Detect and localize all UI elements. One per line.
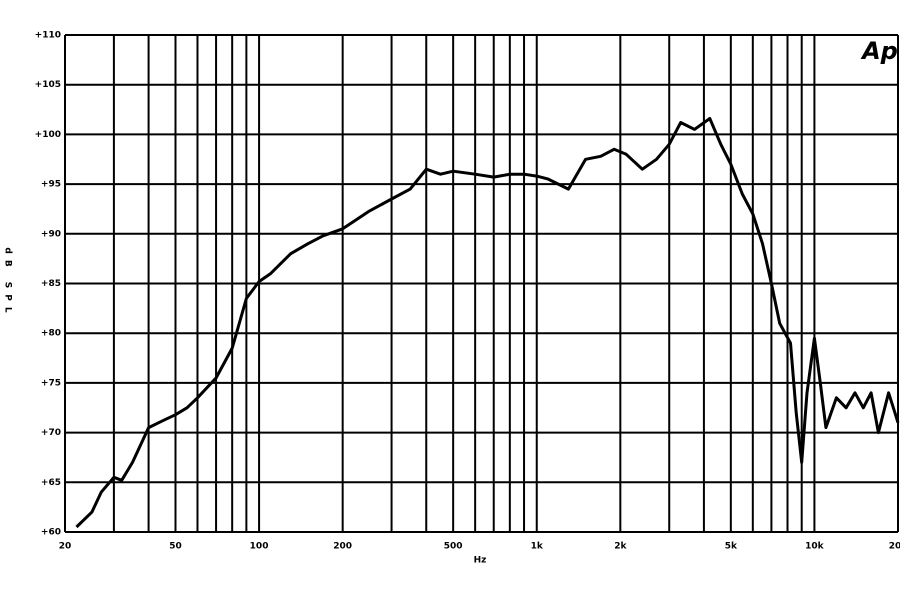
x-tick-label: 200 <box>333 542 352 552</box>
x-tick-label: 100 <box>250 542 269 552</box>
y-tick-label: +100 <box>35 130 61 140</box>
logo: Ap <box>860 37 898 65</box>
y-tick-label: +85 <box>41 279 61 289</box>
y-tick-label: +105 <box>35 80 61 90</box>
x-tick-label: 10k <box>805 542 825 552</box>
y-axis-label: dB SPL <box>3 247 13 318</box>
y-tick-label: +90 <box>41 229 61 239</box>
x-tick-label: 1k <box>531 542 544 552</box>
response-curve <box>75 117 900 529</box>
y-tick-label: +65 <box>41 478 61 488</box>
x-tick-label: 2k <box>614 542 627 552</box>
y-tick-label: +95 <box>41 180 61 190</box>
y-tick-label: +80 <box>41 329 61 339</box>
x-axis-label: Hz <box>474 556 487 566</box>
y-tick-label: +75 <box>41 378 61 388</box>
y-tick-label: +70 <box>41 428 61 438</box>
x-tick-label: 500 <box>444 542 463 552</box>
x-tick-label: 20 <box>59 542 72 552</box>
x-tick-label: 20k <box>889 542 900 552</box>
y-tick-label: +110 <box>35 31 61 41</box>
x-tick-label: 5k <box>725 542 738 552</box>
x-tick-label: 50 <box>169 542 182 552</box>
y-tick-label: +60 <box>41 528 61 538</box>
